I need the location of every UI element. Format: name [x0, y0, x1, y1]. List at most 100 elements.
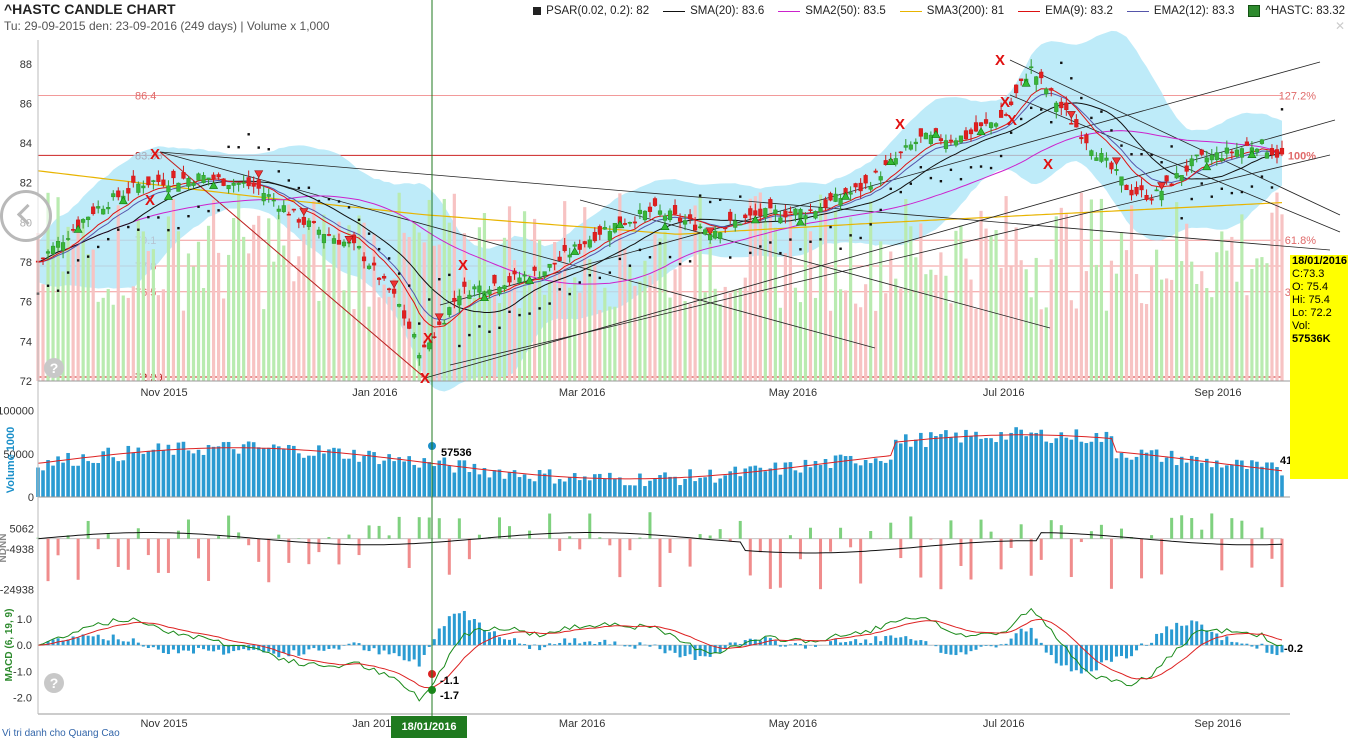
macd-histogram-bar: [1049, 645, 1053, 656]
candle-body: [1124, 184, 1129, 191]
candle-body: [687, 214, 693, 220]
candle-body: [316, 229, 322, 235]
volume-shadow-bar: [768, 201, 772, 381]
volume-shadow-bar: [864, 284, 868, 381]
macd-histogram-bar: [482, 629, 486, 646]
volume-bar: [954, 432, 958, 497]
macd-histogram-bar: [1004, 643, 1008, 646]
legend-item-sma200[interactable]: SMA3(200): 81: [899, 5, 1004, 17]
ndnn-bar: [287, 538, 291, 563]
psar-dot: [939, 180, 943, 183]
volume-shadow-bar: [1139, 303, 1144, 381]
infobox-open: O: 75.4: [1292, 281, 1329, 293]
sell-signal-marker: [389, 280, 399, 289]
volume-bar: [497, 469, 502, 497]
volume-shadow-bar: [206, 225, 211, 381]
ndnn-bar: [367, 525, 371, 539]
psar-dot: [76, 259, 80, 262]
volume-shadow-bar: [974, 308, 978, 381]
volume-bar: [1270, 462, 1274, 497]
volume-bar: [492, 470, 497, 497]
ndnn-bar: [337, 538, 341, 565]
psar-dot: [959, 177, 963, 181]
psar-dot: [1240, 190, 1244, 194]
legend-item-ema9[interactable]: EMA(9): 83.2: [1018, 5, 1113, 17]
ndnn-y-tick: -4938: [6, 544, 34, 556]
close-icon[interactable]: ✕: [1334, 19, 1345, 33]
macd-histogram-bar: [447, 616, 451, 646]
volume-shadow-bar: [141, 231, 145, 381]
legend-item-hastc[interactable]: ^HASTC: 83.32: [1248, 5, 1345, 17]
macd-histogram-bar: [347, 643, 351, 646]
psar-dot: [177, 226, 180, 230]
sma50-line: [37, 130, 1283, 285]
ndnn-bar: [377, 525, 381, 539]
psar-dot: [628, 264, 632, 267]
volume-shadow-bar: [874, 310, 878, 381]
candle-body: [793, 208, 798, 216]
ndnn-bar: [1230, 518, 1234, 539]
candle-body: [502, 285, 507, 290]
volume-bar: [924, 447, 928, 497]
macd-histogram-bar: [1024, 631, 1028, 646]
legend-item-ema12[interactable]: EMA2(12): 83.3: [1126, 5, 1234, 17]
help-icon[interactable]: ?: [44, 673, 64, 693]
volume-shadow-bar: [979, 210, 983, 381]
volume-bar: [582, 476, 587, 497]
candle-body: [306, 220, 311, 227]
y-tick-label: 78: [20, 257, 32, 269]
volume-shadow-bar: [126, 297, 130, 381]
volume-bar: [51, 465, 55, 497]
candle-body: [903, 145, 908, 148]
psar-dot: [1050, 121, 1053, 124]
volume-shadow-bar: [166, 216, 171, 381]
macd-histogram-bar: [432, 639, 436, 646]
volume-bar: [577, 480, 582, 497]
candle-body: [427, 342, 432, 350]
candle-body: [627, 221, 633, 224]
macd-histogram-bar: [257, 645, 261, 651]
candle-body: [136, 183, 141, 193]
volume-bar: [422, 458, 427, 497]
volume-bar: [271, 444, 276, 497]
candle-body: [763, 208, 768, 218]
macd-histogram-bar: [202, 645, 206, 650]
volume-shadow-bar: [543, 294, 547, 381]
candle-body: [45, 251, 51, 254]
psar-dot: [588, 274, 591, 277]
psar-dot: [1019, 117, 1023, 121]
volume-shadow-bar: [196, 241, 201, 381]
ad-text[interactable]: Vi tri danh cho Quang Cao: [2, 728, 120, 739]
volume-bar: [397, 457, 401, 497]
macd-histogram-bar: [1029, 627, 1033, 646]
legend-item-psar[interactable]: PSAR(0.02, 0.2): 82: [533, 5, 649, 17]
macd-histogram-bar: [884, 636, 888, 646]
volume-bar: [1144, 452, 1149, 497]
volume-bar: [317, 445, 321, 497]
macd-histogram-bar: [297, 645, 301, 656]
psar-dot: [598, 276, 602, 280]
macd-histogram-bar: [658, 645, 662, 650]
psar-dot: [357, 218, 361, 222]
candle-body: [738, 223, 743, 226]
volume-bar: [432, 466, 437, 497]
legend-item-sma50[interactable]: SMA2(50): 83.5: [778, 5, 886, 17]
ndnn-bar: [508, 526, 512, 539]
candle-body: [176, 182, 181, 192]
volume-shadow-bar: [146, 251, 150, 381]
macd-histogram-bar: [738, 643, 742, 646]
help-icon[interactable]: ?: [44, 358, 64, 378]
ndnn-bar: [1250, 538, 1254, 568]
volume-bar: [718, 478, 722, 497]
legend-item-sma20[interactable]: SMA(20): 83.6: [663, 5, 764, 17]
macd-histogram-bar: [472, 618, 476, 646]
volume-bar: [116, 461, 121, 497]
chevron-left-icon[interactable]: [0, 190, 52, 242]
ndnn-bar: [999, 538, 1003, 570]
volume-bar: [1169, 450, 1174, 497]
y-tick-label: 72: [20, 376, 32, 388]
volume-bar: [261, 447, 266, 497]
candle-body: [1169, 183, 1174, 186]
